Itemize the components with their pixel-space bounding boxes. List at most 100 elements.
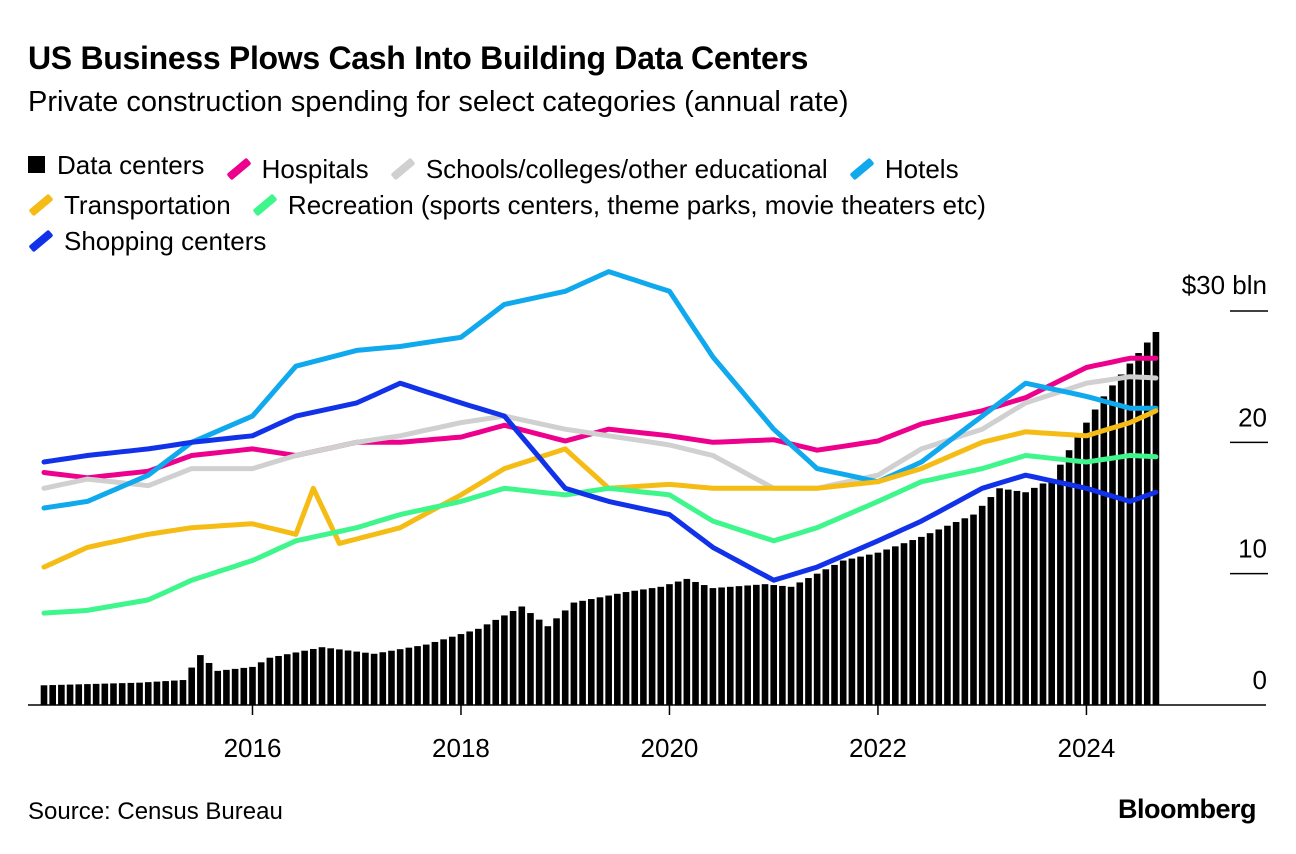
bar-data-centers-38 xyxy=(370,653,378,705)
bar-data-centers-1 xyxy=(49,685,56,705)
bar-data-centers-40 xyxy=(388,650,395,705)
bar-data-centers-85 xyxy=(779,585,786,705)
bar-data-centers-99 xyxy=(900,543,908,705)
bar-data-centers-54 xyxy=(509,610,517,705)
legend-row-3: Shopping centers xyxy=(28,218,1228,256)
bar-data-centers-122 xyxy=(1100,396,1108,705)
bar-data-centers-32 xyxy=(318,647,326,705)
bar-data-centers-63 xyxy=(587,599,595,705)
bar-data-centers-71 xyxy=(657,586,665,705)
bar-data-centers-10 xyxy=(127,682,135,705)
bar-data-centers-82 xyxy=(753,584,760,705)
legend-item-shopping: Shopping centers xyxy=(28,223,266,259)
y-tick-label-0: 0 xyxy=(1253,665,1267,695)
bar-data-centers-61 xyxy=(570,602,578,705)
y-tick-label-20: 20 xyxy=(1238,402,1267,432)
bar-data-centers-93 xyxy=(848,558,856,705)
bar-data-centers-62 xyxy=(579,600,586,705)
legend-item-hospitals: Hospitals xyxy=(226,151,369,187)
bar-data-centers-84 xyxy=(770,585,778,705)
legend-label-shopping: Shopping centers xyxy=(64,226,267,256)
bar-data-centers-73 xyxy=(674,581,682,705)
legend-swatch-hotels xyxy=(849,157,875,181)
bar-data-centers-78 xyxy=(718,587,725,705)
bar-data-centers-6 xyxy=(92,683,100,705)
bar-data-centers-56 xyxy=(527,613,534,705)
line-hotels xyxy=(41,269,1159,511)
bar-data-centers-100 xyxy=(909,540,917,705)
legend-item-data-centers: Data centers xyxy=(28,147,204,183)
bar-data-centers-35 xyxy=(344,650,352,705)
bar-data-centers-3 xyxy=(66,684,74,705)
bar-data-centers-124 xyxy=(1117,374,1125,705)
bar-data-centers-43 xyxy=(414,646,421,705)
bar-data-centers-70 xyxy=(648,588,656,705)
x-tick-label-2016: 2016 xyxy=(224,733,282,763)
bar-data-centers-19 xyxy=(205,662,213,705)
bar-data-centers-46 xyxy=(440,639,447,705)
bar-data-centers-0 xyxy=(40,685,48,705)
bar-data-centers-104 xyxy=(944,525,951,705)
bar-data-centers-83 xyxy=(761,584,769,705)
legend-label-data-centers: Data centers xyxy=(57,149,205,180)
bar-data-centers-12 xyxy=(144,682,152,705)
line-transportation xyxy=(41,408,1159,570)
legend-label-transportation: Transportation xyxy=(64,190,231,220)
bar-data-centers-53 xyxy=(501,615,508,705)
bar-data-centers-27 xyxy=(275,655,282,705)
bar-data-centers-25 xyxy=(257,662,265,705)
bar-data-centers-39 xyxy=(379,652,387,705)
bar-data-centers-13 xyxy=(153,681,161,705)
bar-data-centers-31 xyxy=(309,648,317,705)
bar-data-centers-9 xyxy=(118,683,126,705)
bar-data-centers-18 xyxy=(197,655,204,705)
source-note: Source: Census Bureau xyxy=(28,798,283,825)
bar-data-centers-51 xyxy=(483,624,491,705)
bar-data-centers-75 xyxy=(692,581,699,705)
bar-data-centers-68 xyxy=(631,590,639,705)
bar-data-centers-123 xyxy=(1109,385,1116,705)
legend-label-hospitals: Hospitals xyxy=(261,154,369,184)
bar-data-centers-50 xyxy=(475,628,482,705)
bar-data-centers-16 xyxy=(179,680,187,705)
bar-data-centers-91 xyxy=(831,564,838,705)
bar-data-centers-76 xyxy=(700,585,708,705)
bar-data-centers-21 xyxy=(223,669,230,705)
bar-data-centers-4 xyxy=(75,684,83,705)
brand-logo: Bloomberg xyxy=(1117,794,1257,824)
legend-item-hotels: Hotels xyxy=(849,151,959,187)
bar-data-centers-89 xyxy=(813,573,821,705)
line-recreation xyxy=(41,453,1159,616)
bar-data-centers-28 xyxy=(283,654,291,705)
bar-data-centers-109 xyxy=(987,497,995,705)
bar-data-centers-121 xyxy=(1091,409,1099,705)
bar-data-centers-23 xyxy=(240,667,248,705)
bar-data-centers-67 xyxy=(622,592,630,705)
legend-swatch-transportation xyxy=(28,193,54,217)
chart-title: US Business Plows Cash Into Building Dat… xyxy=(28,40,809,76)
bar-data-centers-102 xyxy=(926,533,934,705)
bar-data-centers-96 xyxy=(874,552,882,705)
bar-data-centers-55 xyxy=(518,606,526,705)
bar-data-centers-33 xyxy=(327,648,334,705)
bar-data-centers-115 xyxy=(1039,483,1047,705)
x-tick-label-2018: 2018 xyxy=(432,733,490,763)
bar-data-centers-47 xyxy=(448,636,456,705)
bar-data-centers-88 xyxy=(805,578,812,705)
bar-data-centers-11 xyxy=(136,682,143,705)
bar-data-centers-108 xyxy=(978,505,986,705)
bar-data-centers-49 xyxy=(466,631,473,705)
bar-data-centers-60 xyxy=(561,610,569,705)
bar-data-centers-74 xyxy=(683,578,691,705)
line-shopping xyxy=(41,380,1159,583)
bar-data-centers-36 xyxy=(353,651,361,705)
bar-data-centers-69 xyxy=(640,589,647,705)
legend-swatch-schools xyxy=(390,157,416,181)
chart-subtitle: Private construction spending for select… xyxy=(28,86,849,118)
y-tick-label-10: 10 xyxy=(1238,534,1267,564)
bar-data-centers-127 xyxy=(1143,342,1151,705)
bar-data-centers-77 xyxy=(709,588,717,705)
bar-data-centers-97 xyxy=(883,549,890,705)
bar-data-centers-17 xyxy=(188,667,195,705)
legend-label-recreation: Recreation (sports centers, theme parks,… xyxy=(287,190,986,220)
